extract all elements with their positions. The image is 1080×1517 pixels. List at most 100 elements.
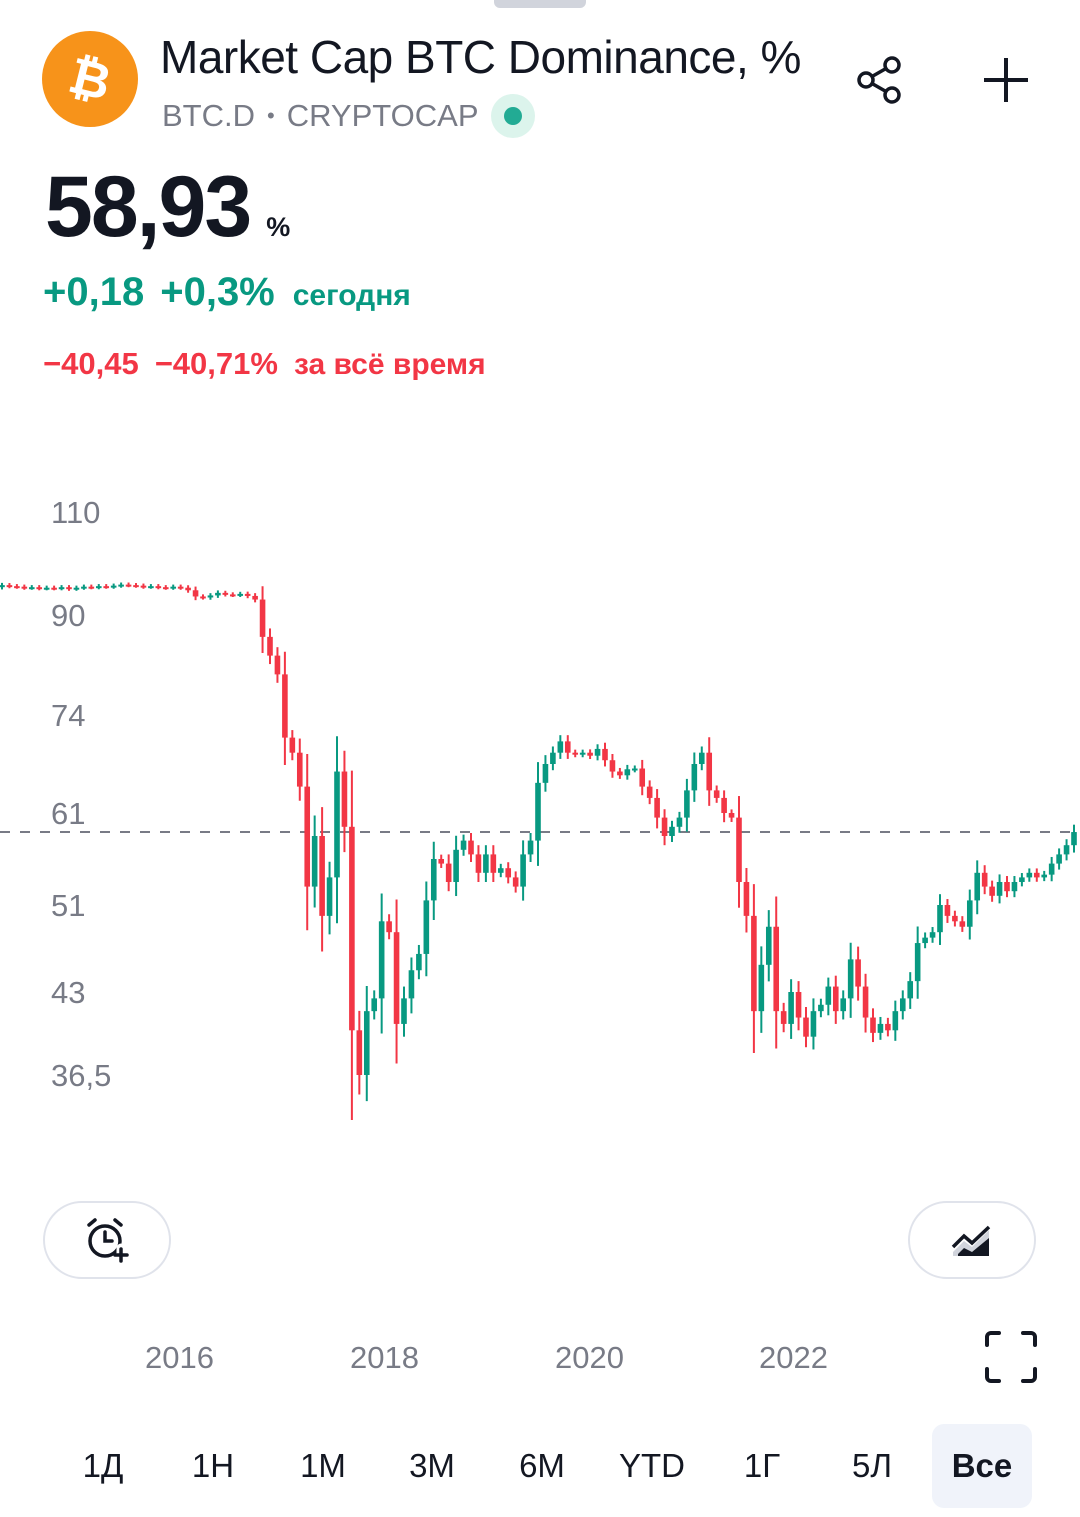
candle (550, 746, 556, 771)
y-tick-label: 43 (51, 975, 85, 1010)
change-label: сегодня (292, 279, 411, 312)
y-tick-label: 36,5 (51, 1058, 111, 1093)
candlestick-chart[interactable]: 110 90 74 61 51 43 36,5 (0, 480, 1080, 1120)
candle (877, 1016, 884, 1040)
period-all[interactable]: Все (932, 1424, 1032, 1508)
candle (974, 860, 981, 915)
candle (602, 742, 608, 767)
candle (341, 750, 348, 853)
candle (296, 738, 303, 801)
candle (14, 584, 20, 589)
candle (430, 841, 437, 920)
candle (371, 990, 378, 1020)
candle (1004, 876, 1010, 898)
x-tick: 2016 (145, 1340, 214, 1375)
candle (282, 651, 288, 765)
candle (1063, 839, 1070, 861)
chart-style-button[interactable] (908, 1201, 1036, 1279)
candle (542, 755, 549, 792)
candle (43, 585, 50, 591)
candle (483, 845, 489, 882)
candle (207, 593, 214, 600)
candle (200, 594, 206, 600)
y-tick-label: 110 (51, 495, 100, 530)
sheet-grab-handle[interactable] (494, 0, 586, 8)
candle (401, 986, 407, 1037)
candle (870, 1008, 876, 1043)
candle (773, 896, 780, 1049)
candle (966, 889, 973, 940)
candle (311, 815, 318, 908)
candle (788, 979, 794, 1039)
candle (497, 863, 504, 878)
candle (1026, 868, 1033, 882)
candle (438, 854, 445, 868)
candle (669, 820, 675, 842)
candle (36, 585, 43, 591)
candle (125, 582, 132, 588)
candle (356, 1010, 363, 1095)
candle (862, 973, 869, 1033)
period-1y[interactable]: 1Г (743, 1447, 781, 1484)
candle (587, 749, 593, 760)
candle (892, 1000, 899, 1041)
candle (810, 998, 817, 1050)
candle (1056, 848, 1062, 870)
candle (803, 1007, 809, 1048)
candle (996, 874, 1003, 904)
candles (0, 582, 1077, 1120)
price-unit: % (266, 212, 291, 242)
candle (907, 972, 914, 1009)
add-alert-button[interactable] (43, 1201, 171, 1279)
candle (162, 585, 169, 590)
candle (445, 854, 452, 892)
period-selector: 1Д 1Н 1М 3М 6М YTD 1Г 5Л Все (45, 1424, 1035, 1508)
bitcoin-icon: ₿ (42, 31, 138, 127)
candle (520, 840, 526, 901)
candle (758, 946, 765, 1033)
fullscreen-icon[interactable] (978, 1324, 1044, 1390)
period-1d[interactable]: 1Д (82, 1447, 124, 1484)
period-3m[interactable]: 3М (409, 1447, 455, 1484)
candle (825, 977, 832, 1016)
candle (185, 585, 191, 593)
period-5y[interactable]: 5Л (851, 1447, 892, 1484)
candle (259, 586, 266, 653)
candle (148, 584, 154, 589)
candle (349, 770, 355, 1120)
candle (95, 584, 102, 590)
share-icon[interactable] (850, 50, 910, 110)
candle (736, 796, 742, 908)
candle (334, 736, 340, 924)
candle (564, 735, 571, 759)
candle (795, 981, 802, 1031)
candle (103, 584, 110, 589)
plus-icon[interactable] (976, 50, 1036, 110)
candle (743, 867, 750, 933)
candle (937, 894, 943, 945)
candle (192, 586, 199, 601)
candle (646, 780, 653, 805)
candle (728, 809, 735, 822)
price-block: 58,93 % (45, 158, 290, 257)
period-1m[interactable]: 1М (300, 1447, 346, 1484)
change-absolute: +0,18 (43, 270, 145, 314)
period-ytd[interactable]: YTD (619, 1447, 685, 1484)
candle (58, 585, 65, 591)
candle (654, 789, 660, 829)
y-axis: 110 90 74 61 51 43 36,5 (51, 495, 111, 1093)
candle (81, 584, 87, 590)
candle (1048, 856, 1055, 882)
candle (363, 986, 370, 1102)
alltime-absolute: −40,45 (43, 346, 139, 381)
period-1w[interactable]: 1Н (191, 1447, 235, 1484)
candle (765, 910, 772, 982)
candle (535, 762, 541, 866)
period-6m[interactable]: 6М (519, 1447, 565, 1484)
candle (959, 916, 966, 932)
candle (1019, 873, 1025, 887)
candle (512, 871, 519, 893)
market-open-status-icon (490, 94, 535, 138)
candle (0, 582, 5, 590)
candle (579, 749, 586, 758)
